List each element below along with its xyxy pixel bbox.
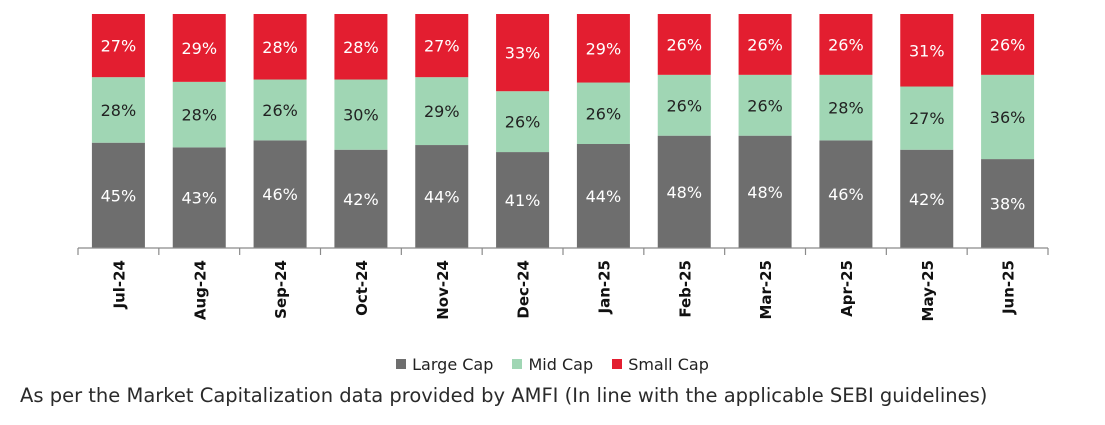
data-label-small-cap-jun-25: 26%: [990, 35, 1026, 54]
bar-large-cap-jul-24: [91, 142, 145, 248]
data-label-large-cap-oct-24: 42%: [343, 190, 379, 209]
legend-label-mid-cap: Mid Cap: [528, 354, 594, 374]
x-tick-label-may-25: May-25: [919, 260, 937, 321]
data-label-mid-cap-dec-24: 26%: [505, 113, 541, 132]
data-label-mid-cap-may-25: 27%: [909, 109, 945, 128]
data-label-large-cap-mar-25: 48%: [747, 183, 783, 202]
x-tick-label-mar-25: Mar-25: [757, 260, 775, 320]
data-label-small-cap-may-25: 31%: [909, 41, 945, 60]
legend-swatch-large-cap: [396, 359, 407, 369]
bar-mid-cap-feb-25: [657, 74, 711, 136]
data-label-large-cap-may-25: 42%: [909, 190, 945, 209]
data-label-small-cap-dec-24: 33%: [505, 44, 541, 63]
legend-item-large-cap: Large Cap: [396, 355, 493, 374]
data-label-large-cap-jan-25: 44%: [586, 187, 622, 206]
legend-swatch-mid-cap: [512, 359, 523, 369]
data-label-large-cap-sep-24: 46%: [262, 185, 298, 204]
data-label-small-cap-mar-25: 26%: [747, 35, 783, 54]
bar-mid-cap-jul-24: [91, 77, 145, 143]
x-tick-label-nov-24: Nov-24: [434, 260, 452, 320]
x-tick-label-jan-25: Jan-25: [595, 260, 613, 314]
data-label-mid-cap-oct-24: 30%: [343, 106, 379, 125]
bar-large-cap-jun-25: [981, 159, 1035, 248]
data-label-small-cap-nov-24: 27%: [424, 37, 460, 56]
bar-small-cap-apr-25: [819, 14, 873, 75]
bar-small-cap-aug-24: [172, 14, 226, 82]
data-label-large-cap-aug-24: 43%: [181, 189, 217, 208]
x-tick-label-dec-24: Dec-24: [515, 260, 533, 319]
bar-mid-cap-aug-24: [172, 81, 226, 148]
data-label-small-cap-jul-24: 27%: [101, 37, 137, 56]
legend-item-mid-cap: Mid Cap: [512, 355, 593, 374]
bar-mid-cap-apr-25: [819, 74, 873, 141]
bar-small-cap-mar-25: [738, 14, 792, 75]
data-label-small-cap-apr-25: 26%: [828, 35, 864, 54]
bar-small-cap-jul-24: [91, 14, 145, 78]
data-label-mid-cap-jan-25: 26%: [586, 104, 622, 123]
data-label-large-cap-jun-25: 38%: [990, 195, 1026, 214]
bar-mid-cap-jan-25: [576, 82, 630, 144]
data-label-large-cap-jul-24: 45%: [101, 186, 137, 205]
data-label-small-cap-feb-25: 26%: [666, 35, 702, 54]
bar-large-cap-may-25: [900, 149, 954, 248]
bar-large-cap-jan-25: [576, 144, 630, 248]
legend-label-large-cap: Large Cap: [412, 354, 494, 374]
data-label-small-cap-aug-24: 29%: [181, 39, 217, 58]
bar-small-cap-jan-25: [576, 14, 630, 83]
bar-mid-cap-mar-25: [738, 74, 792, 136]
bar-large-cap-nov-24: [415, 145, 469, 248]
bar-mid-cap-may-25: [900, 86, 954, 150]
bar-large-cap-oct-24: [334, 149, 388, 248]
legend-swatch-small-cap: [612, 359, 623, 369]
x-tick-label-apr-25: Apr-25: [838, 260, 856, 317]
bar-small-cap-nov-24: [415, 14, 469, 78]
legend-item-small-cap: Small Cap: [612, 355, 709, 374]
bar-large-cap-apr-25: [819, 140, 873, 248]
bar-large-cap-aug-24: [172, 147, 226, 248]
data-label-large-cap-feb-25: 48%: [666, 183, 702, 202]
bar-large-cap-feb-25: [657, 135, 711, 248]
chart-legend: Large Cap Mid Cap Small Cap: [0, 354, 1105, 374]
bar-mid-cap-nov-24: [415, 77, 469, 146]
legend-label-small-cap: Small Cap: [628, 354, 709, 374]
data-label-mid-cap-mar-25: 26%: [747, 96, 783, 115]
data-label-large-cap-apr-25: 46%: [828, 185, 864, 204]
bar-small-cap-may-25: [900, 14, 954, 87]
x-tick-label-feb-25: Feb-25: [676, 260, 694, 318]
data-label-mid-cap-nov-24: 29%: [424, 102, 460, 121]
footnote: As per the Market Capitalization data pr…: [20, 384, 988, 407]
data-label-mid-cap-jun-25: 36%: [990, 108, 1026, 127]
bar-large-cap-mar-25: [738, 135, 792, 248]
data-label-mid-cap-sep-24: 26%: [262, 101, 298, 120]
data-label-mid-cap-apr-25: 28%: [828, 99, 864, 118]
stacked-bar-chart: 45% 28% 27% Jul-24 43% 28% 29% Aug-24 46% 26% 28% S…: [77, 14, 1049, 321]
x-tick-label-jun-25: Jun-25: [1000, 260, 1018, 315]
bar-mid-cap-oct-24: [334, 79, 388, 150]
x-tick-label-oct-24: Oct-24: [353, 260, 371, 316]
data-label-small-cap-sep-24: 28%: [262, 38, 298, 57]
data-label-small-cap-jan-25: 29%: [586, 39, 622, 58]
data-label-small-cap-oct-24: 28%: [343, 38, 379, 57]
x-tick-label-jul-24: Jul-24: [110, 260, 128, 310]
bar-small-cap-jun-25: [981, 14, 1035, 75]
bar-small-cap-dec-24: [496, 14, 550, 92]
bar-mid-cap-dec-24: [496, 91, 550, 153]
bar-small-cap-sep-24: [253, 14, 307, 80]
x-tick-label-aug-24: Aug-24: [191, 260, 209, 320]
bar-small-cap-feb-25: [657, 14, 711, 75]
data-label-large-cap-nov-24: 44%: [424, 188, 460, 207]
bar-large-cap-dec-24: [496, 152, 550, 248]
bar-mid-cap-jun-25: [981, 74, 1035, 160]
data-label-mid-cap-aug-24: 28%: [181, 106, 217, 125]
data-label-large-cap-dec-24: 41%: [505, 191, 541, 210]
bar-large-cap-sep-24: [253, 140, 307, 248]
bar-mid-cap-sep-24: [253, 79, 307, 141]
data-label-mid-cap-feb-25: 26%: [666, 96, 702, 115]
x-tick-label-sep-24: Sep-24: [272, 260, 290, 319]
data-label-mid-cap-jul-24: 28%: [101, 101, 137, 120]
bar-small-cap-oct-24: [334, 14, 388, 80]
